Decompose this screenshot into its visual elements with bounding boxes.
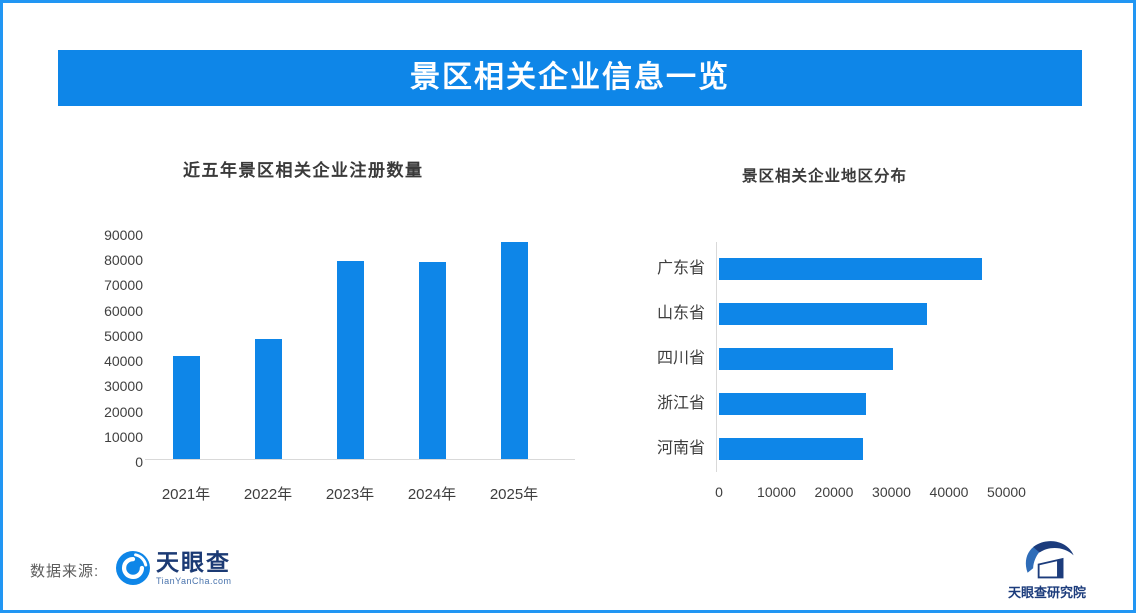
x-tick-label: 20000 (814, 484, 854, 500)
right-chart-title: 景区相关企业地区分布 (742, 168, 908, 185)
x-category-label: 2021年 (161, 486, 211, 503)
research-institute-icon (1025, 541, 1074, 579)
category-label-四川省: 四川省 (656, 349, 705, 367)
right-chart-y-axis-line (716, 242, 717, 472)
x-tick-label: 50000 (987, 484, 1026, 500)
x-category-label: 2023年 (325, 486, 375, 503)
tianyancha-wordmark: 天眼查 TianYanCha.com (156, 549, 276, 586)
category-label-广东省: 广东省 (656, 259, 705, 277)
x-tick-label: 40000 (929, 484, 969, 500)
tianyancha-domain: TianYanCha.com (156, 576, 232, 586)
y-tick-label: 70000 (104, 277, 143, 294)
y-tick-label: 20000 (104, 403, 143, 420)
right-chart-plot-area (717, 242, 1017, 472)
left-chart-x-labels: 2021年 2022年 2023年 2024年 2025年 (145, 483, 575, 505)
tianyancha-name: 天眼查 (156, 549, 231, 575)
y-tick-label: 50000 (104, 327, 143, 344)
left-chart-title: 近五年景区相关企业注册数量 (183, 161, 424, 180)
x-tick-label: 10000 (757, 484, 796, 500)
y-tick-label: 40000 (104, 353, 143, 370)
bar-河南省 (719, 437, 863, 460)
x-category-label: 2024年 (407, 486, 457, 503)
category-label-山东省: 山东省 (656, 304, 705, 322)
x-tick-label: 0 (715, 484, 723, 500)
y-tick-label: 60000 (104, 302, 143, 319)
bar-浙江省 (719, 392, 866, 415)
right-chart-category-labels: 广东省山东省四川省浙江省河南省 (633, 242, 705, 472)
left-chart-plot-area (145, 232, 555, 459)
x-category-label: 2022年 (243, 486, 293, 503)
bar-广东省 (719, 257, 982, 280)
y-tick-label: 80000 (104, 252, 143, 269)
bar-2021年 (172, 356, 200, 459)
bar-2025年 (500, 242, 528, 459)
left-chart-y-axis: 90000 80000 70000 60000 50000 40000 30000 20000… (81, 227, 143, 472)
x-category-label: 2025年 (489, 486, 539, 503)
left-chart-x-axis-line (145, 459, 575, 460)
category-label-河南省: 河南省 (656, 439, 705, 457)
y-tick-label: 30000 (104, 378, 143, 395)
y-tick-label: 10000 (104, 428, 143, 445)
page-title: 景区相关企业信息一览 (58, 50, 1082, 106)
research-institute-name: 天眼查研究院 (1007, 585, 1086, 600)
bar-四川省 (719, 347, 893, 370)
right-chart-x-ticks: 0 10000 20000 30000 40000 50000 (715, 484, 1037, 504)
bar-2023年 (336, 261, 364, 459)
y-tick-label: 0 (135, 454, 143, 470)
bar-2022年 (254, 339, 282, 459)
category-label-浙江省: 浙江省 (656, 394, 705, 412)
tianyancha-eye-icon (116, 551, 150, 585)
x-tick-label: 30000 (872, 484, 911, 500)
data-source-label: 数据来源: (30, 563, 100, 580)
bar-山东省 (719, 302, 927, 325)
bar-2024年 (418, 262, 446, 459)
y-tick-label: 90000 (104, 227, 143, 243)
